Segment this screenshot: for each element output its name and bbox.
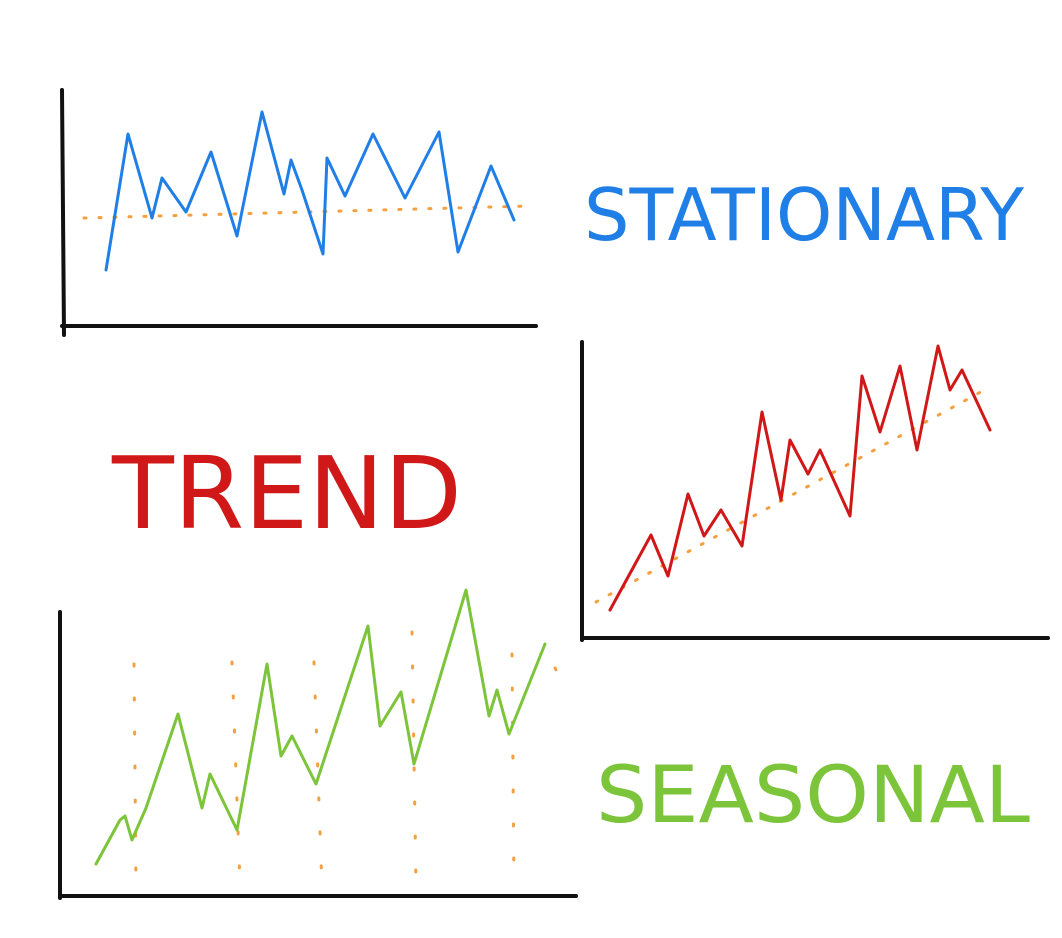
season-marker-1 (132, 662, 138, 886)
season-marker-5 (510, 652, 516, 890)
seasonal-axes (58, 610, 578, 900)
stationary-panel (60, 88, 538, 337)
trend-series (608, 344, 992, 612)
stationary-axes (60, 88, 538, 337)
stationary-series (104, 110, 516, 272)
trend-panel (580, 340, 1050, 642)
seasonal-series (94, 588, 547, 866)
trend-axes (580, 340, 1050, 642)
stationary-y-axis (60, 88, 66, 337)
trend-line (594, 386, 990, 604)
season-marker-2 (230, 660, 242, 886)
seasonal-label: SEASONAL (596, 751, 1031, 841)
seasonal-period-markers (132, 630, 558, 890)
season-marker-6 (553, 666, 558, 672)
trend-label: TREND (111, 435, 462, 552)
stationary-label: STATIONARY (584, 173, 1025, 257)
seasonal-panel (58, 588, 578, 900)
stationary-mean-line (82, 204, 530, 220)
